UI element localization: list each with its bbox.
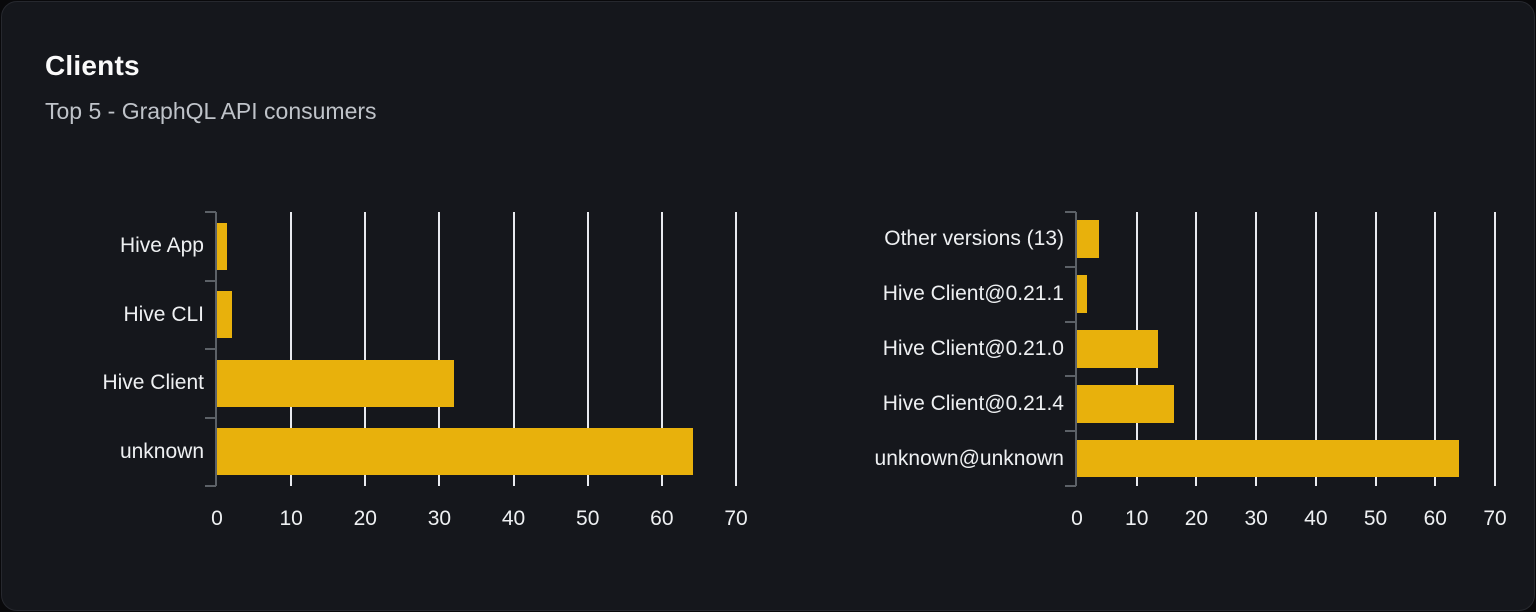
chart-clients: 0 10 20 30 40 50 60 70 Hive App Hive CLI Hive Clie…	[2, 192, 770, 552]
category-label: Hive Client@0.21.1	[882, 282, 1064, 306]
gridline	[364, 212, 367, 486]
gridline	[1434, 212, 1437, 486]
category-label: unknown@unknown	[874, 446, 1064, 470]
x-axis-label: 40	[1304, 507, 1328, 530]
axis-tick	[205, 348, 216, 350]
axis-tick	[1065, 430, 1076, 433]
x-axis-label: 20	[353, 507, 377, 530]
x-axis-label: 70	[724, 507, 748, 530]
gridline	[735, 212, 737, 486]
x-axis-label: 30	[1244, 507, 1268, 530]
category-label: Hive CLI	[123, 302, 204, 326]
axis-tick	[205, 279, 216, 282]
category-label: Hive Client@0.21.4	[882, 391, 1064, 415]
axis-tick	[1065, 485, 1076, 487]
gridline	[1255, 212, 1258, 486]
y-axis-line	[215, 212, 217, 486]
x-axis-label: 40	[501, 507, 526, 530]
bar	[1077, 275, 1087, 314]
gridline	[586, 212, 589, 486]
bar	[1077, 439, 1459, 478]
axis-tick	[1065, 265, 1076, 268]
x-axis-label: 50	[1363, 507, 1388, 530]
gridline	[290, 212, 293, 486]
category-label: Hive Client@0.21.0	[882, 337, 1064, 360]
x-axis-label: 30	[427, 507, 452, 530]
gridline	[1314, 212, 1317, 486]
axis-tick	[205, 211, 216, 213]
bar	[1077, 384, 1175, 423]
y-axis-line	[1075, 212, 1077, 486]
category-label: Hive App	[119, 234, 204, 258]
gridline	[512, 212, 515, 486]
gridline	[1374, 212, 1377, 486]
page-subtitle: Top 5 - GraphQL API consumers	[45, 98, 377, 124]
axis-tick	[205, 416, 216, 419]
gridline	[1195, 212, 1198, 486]
chart-client-versions: 0 10 20 30 40 50 60 70 Other versions (13) Hive C…	[770, 192, 1536, 552]
x-axis-label: 10	[1125, 507, 1149, 530]
axis-tick	[205, 485, 216, 487]
axis-tick	[1065, 211, 1076, 213]
x-axis-label: 10	[279, 507, 303, 530]
gridline	[1494, 212, 1496, 486]
category-label: Hive Client	[102, 371, 204, 395]
gridline	[660, 212, 663, 486]
axis-tick	[1065, 320, 1076, 323]
x-axis-label: 20	[1184, 507, 1209, 530]
x-axis-label: 0	[211, 507, 223, 530]
x-axis-label: 0	[1071, 507, 1083, 530]
bar	[217, 291, 232, 339]
bar	[217, 428, 693, 476]
page-title: Clients	[45, 50, 140, 81]
x-axis-label: 50	[576, 507, 600, 530]
x-axis-label: 70	[1483, 507, 1507, 530]
bar	[1077, 220, 1100, 259]
axis-tick	[1065, 375, 1076, 378]
category-label: unknown	[119, 439, 204, 463]
bar	[217, 222, 228, 270]
bar	[217, 359, 455, 407]
x-axis-label: 60	[650, 507, 674, 530]
bar	[1077, 330, 1159, 368]
x-axis-label: 60	[1423, 507, 1447, 530]
gridline	[438, 212, 441, 486]
category-label: Other versions (13)	[884, 227, 1064, 251]
